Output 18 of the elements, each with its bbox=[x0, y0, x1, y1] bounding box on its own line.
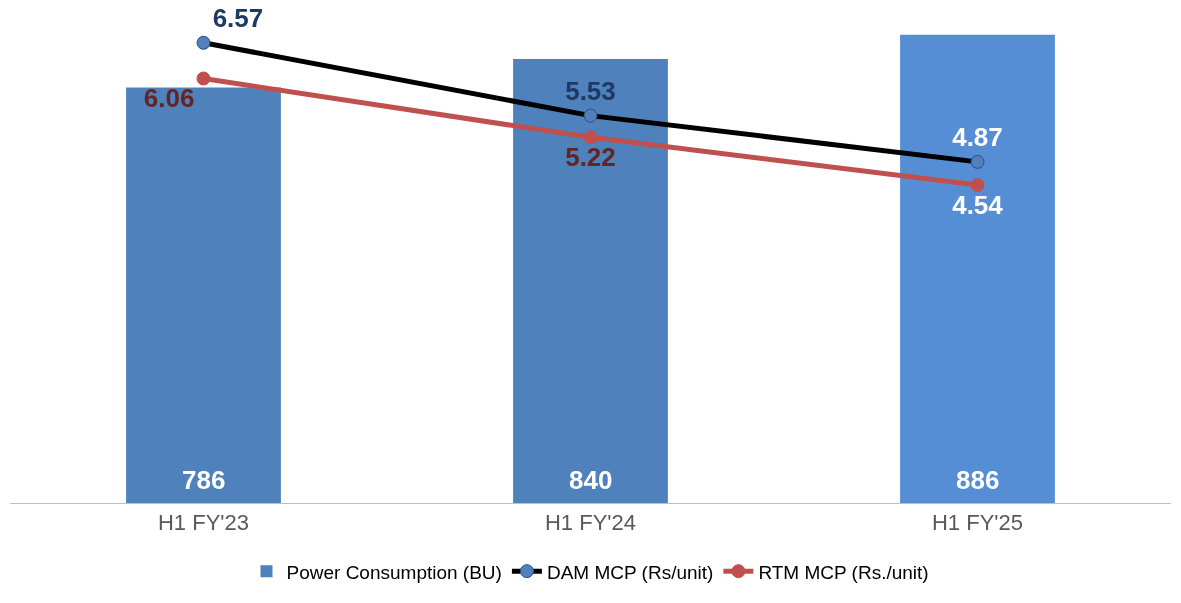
x-tick-label: H1 FY'25 bbox=[931, 510, 1024, 536]
data-label: 6.57 bbox=[212, 3, 264, 34]
point bbox=[196, 71, 211, 86]
x-tick-label: H1 FY'23 bbox=[157, 510, 250, 536]
data-label: 5.53 bbox=[565, 76, 616, 106]
x-tick-label: H1 FY'24 bbox=[544, 510, 637, 536]
data-label: 5.22 bbox=[565, 141, 616, 172]
data-label: 786 bbox=[182, 465, 226, 495]
point bbox=[583, 130, 598, 145]
data-label: 840 bbox=[569, 465, 613, 495]
data-label: 4.54 bbox=[952, 189, 1004, 220]
data-label: 6.06 bbox=[143, 83, 195, 114]
legend-label: RTM MCP (Rs./unit) bbox=[758, 561, 929, 583]
legend-label: DAM MCP (Rs/unit) bbox=[546, 561, 714, 583]
point bbox=[970, 177, 985, 192]
data-label: 4.87 bbox=[952, 122, 1003, 153]
data-label: 886 bbox=[956, 465, 1000, 495]
legend-label: Power Consumption (BU) bbox=[286, 561, 502, 583]
